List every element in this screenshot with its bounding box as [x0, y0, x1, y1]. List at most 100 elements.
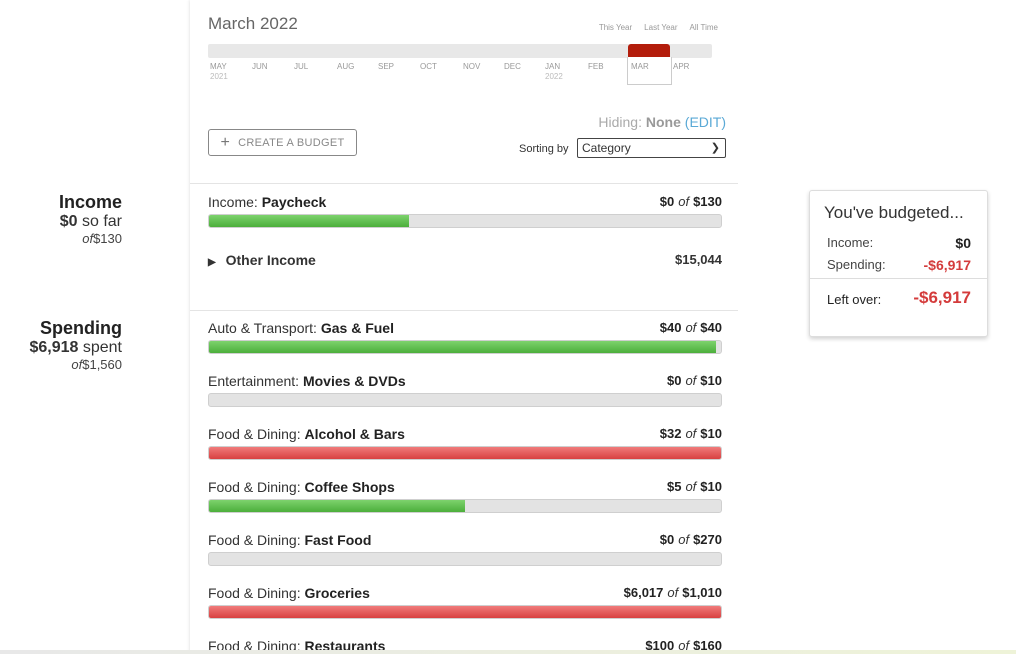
budget-row[interactable]: Auto & Transport: Gas & Fuel $40 of $40 [208, 320, 722, 354]
timeline-year-label: 2021 [210, 72, 228, 81]
summary-title: You've budgeted... [824, 203, 964, 222]
timeline-month-nov[interactable]: NOV [463, 62, 493, 71]
budget-category-prefix: Entertainment: [208, 373, 303, 389]
timeline-month-may[interactable]: MAY 2021 [210, 62, 240, 81]
budget-progress-fill [209, 341, 716, 353]
budget-limit: $10 [700, 479, 722, 494]
spending-of-line: of$1,560 [29, 357, 122, 372]
budget-row[interactable]: Food & Dining: Groceries $6,017 of $1,010 [208, 585, 722, 619]
sort-select[interactable]: Category ❯ [577, 138, 726, 158]
timeline-month-jul[interactable]: JUL [294, 62, 324, 71]
budget-spent: $40 [659, 320, 682, 335]
budget-amount: $0 of $10 [667, 373, 722, 388]
hiding-status: Hiding: None (EDIT) [598, 114, 726, 130]
spending-amount-line: $6,918 spent [29, 339, 122, 357]
budget-progress-bar [208, 214, 722, 228]
timeline-month-label: JAN [545, 62, 561, 71]
timeline-month-label: SEP [378, 62, 395, 71]
other-income-row[interactable]: ▶ Other Income $15,044 [208, 252, 722, 268]
budget-limit: $160 [693, 638, 722, 653]
timeline-month-label: AUG [337, 62, 355, 71]
timeline-year-label: 2022 [545, 72, 563, 81]
spending-title: Spending [40, 318, 122, 338]
summary-income-value: $0 [955, 235, 971, 251]
budget-of-label: of [678, 638, 690, 653]
budget-category-name: Food & Dining: Fast Food [208, 532, 722, 548]
timeline-selected-box[interactable] [627, 57, 672, 85]
timeline-month-apr[interactable]: APR [673, 62, 703, 71]
budget-limit: $10 [700, 426, 722, 441]
budget-main-panel: March 2022 This Year Last Year All Time … [190, 0, 738, 654]
timeline-month-label: APR [673, 62, 690, 71]
budget-spent: $0 [659, 532, 675, 547]
range-link-last-year[interactable]: Last Year [644, 23, 678, 32]
budget-category-label: Fast Food [304, 532, 372, 548]
other-income-amount: $15,044 [675, 252, 722, 267]
budget-progress-fill [209, 215, 409, 227]
budget-amount: $32 of $10 [660, 426, 722, 441]
range-link-this-year[interactable]: This Year [598, 23, 633, 32]
timeline-selected-bar[interactable] [628, 44, 670, 58]
plus-icon: + [220, 133, 231, 151]
range-link-all-time[interactable]: All Time [689, 23, 718, 32]
budget-row[interactable]: Food & Dining: Coffee Shops $5 of $10 [208, 479, 722, 513]
budget-category-prefix: Food & Dining: [208, 426, 305, 442]
budget-of-label: of [685, 320, 697, 335]
timeline-month-dec[interactable]: DEC [504, 62, 534, 71]
budget-progress-fill [209, 447, 721, 459]
budget-progress-bar [208, 499, 722, 513]
income-of-total: $130 [93, 231, 122, 246]
summary-spending-value: -$6,917 [923, 257, 971, 273]
sort-label: Sorting by [519, 143, 569, 155]
budget-category-name: Food & Dining: Groceries [208, 585, 722, 601]
hiding-value: None [645, 114, 681, 130]
budget-row[interactable]: Entertainment: Movies & DVDs $0 of $10 [208, 373, 722, 407]
budget-amount: $6,017 of $1,010 [624, 585, 722, 600]
timeline-month-label: MAR [631, 62, 649, 71]
chevron-down-icon: ❯ [710, 142, 720, 154]
timeline-month-label: MAY [210, 62, 227, 71]
budget-category-label: Gas & Fuel [320, 320, 394, 336]
budget-progress-fill [209, 606, 721, 618]
budget-of-label: of [685, 373, 697, 388]
timeline-month-jan[interactable]: JAN 2022 [545, 62, 575, 81]
timeline-month-label: DEC [504, 62, 521, 71]
summary-income-label: Income: [827, 235, 874, 250]
budget-progress-fill [209, 500, 465, 512]
timeline-month-mar[interactable]: MAR [631, 62, 661, 71]
spending-summary: Spending $6,918 spent of$1,560 [29, 318, 122, 372]
month-title: March 2022 [208, 14, 298, 33]
income-amount-suffix: so far [81, 213, 122, 230]
hiding-edit-link[interactable]: (EDIT) [684, 114, 726, 130]
budget-category-prefix: Income: [208, 194, 262, 210]
timeline-month-jun[interactable]: JUN [252, 62, 282, 71]
timeline-month-feb[interactable]: FEB [588, 62, 618, 71]
budget-category-label: Movies & DVDs [302, 373, 406, 389]
budget-category-prefix: Auto & Transport: [208, 320, 321, 336]
create-budget-button[interactable]: + CREATE A BUDGET [208, 129, 357, 156]
budget-row[interactable]: Food & Dining: Alcohol & Bars $32 of $10 [208, 426, 722, 460]
budget-row[interactable]: Income: Paycheck $0 of $130 [208, 194, 722, 228]
budget-category-prefix: Food & Dining: [208, 532, 305, 548]
budget-spent: $5 [666, 479, 682, 494]
budget-row[interactable]: Food & Dining: Fast Food $0 of $270 [208, 532, 722, 566]
timeline-month-label: JUN [252, 62, 268, 71]
expand-triangle-icon[interactable]: ▶ [208, 257, 216, 268]
timeline-month-sep[interactable]: SEP [378, 62, 408, 71]
timeline-month-oct[interactable]: OCT [420, 62, 450, 71]
spending-amount-suffix: spent [82, 339, 122, 356]
spending-of-label: of [71, 357, 83, 372]
timeline-month-label: JUL [294, 62, 309, 71]
income-amount-line: $0 so far [59, 213, 122, 231]
timeline-month-label: NOV [463, 62, 481, 71]
budget-category-name: Food & Dining: Alcohol & Bars [208, 426, 722, 442]
budget-limit: $1,010 [682, 585, 722, 600]
timeline-month-aug[interactable]: AUG [337, 62, 367, 71]
other-income-label: Other Income [225, 252, 316, 268]
month-timeline[interactable] [208, 44, 712, 58]
budget-progress-bar [208, 605, 722, 619]
budget-amount: $5 of $10 [667, 479, 722, 494]
range-links: This Year Last Year All Time [599, 23, 718, 32]
budget-category-name: Entertainment: Movies & DVDs [208, 373, 722, 389]
budget-limit: $130 [693, 194, 722, 209]
